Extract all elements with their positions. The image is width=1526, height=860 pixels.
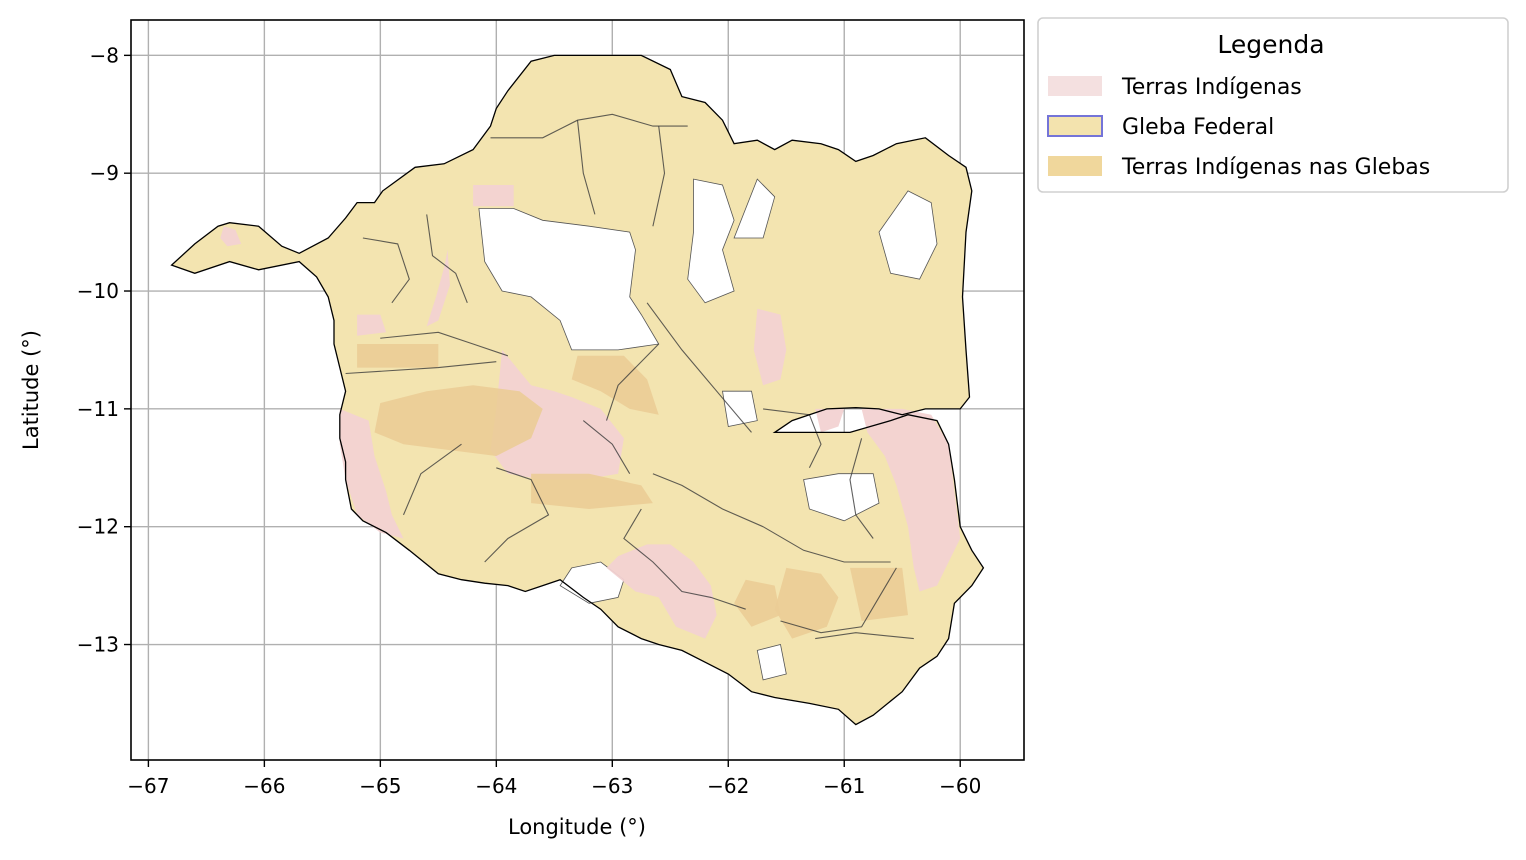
terra-indigena-9	[815, 408, 845, 433]
gleba-boundary-8	[763, 408, 822, 469]
gleba-boundaries-layer	[345, 113, 914, 640]
x-tick-label-1: −66	[243, 774, 285, 798]
terra-indigena-na-gleba-2	[571, 355, 659, 415]
gleba-boundary-11	[849, 438, 874, 539]
legend-swatch-terras-indigenas	[1048, 76, 1102, 96]
y-tick-label-1: −9	[90, 161, 119, 185]
gleba-boundary-16	[426, 214, 468, 304]
legend-swatch-gleba-federal	[1047, 115, 1103, 137]
gleba-boundary-4	[646, 302, 752, 433]
gleba-boundary-10	[815, 632, 914, 640]
terra-indigena-5	[490, 349, 624, 480]
y-axis-ticks: −8 −9 −10 −11 −12 −13	[77, 43, 131, 657]
non-gleba-area-2	[733, 178, 776, 239]
x-tick-label-2: −65	[359, 774, 401, 798]
non-gleba-area-4	[722, 390, 758, 427]
gleba-boundary-3	[402, 443, 462, 516]
gleba-boundary-2	[484, 467, 550, 563]
x-tick-label-7: −60	[939, 774, 981, 798]
non-gleba-area-5	[803, 473, 880, 522]
x-tick-label-5: −62	[707, 774, 749, 798]
legend-label-terras-indigenas: Terras Indígenas	[1121, 75, 1302, 100]
x-tick-label-6: −61	[823, 774, 865, 798]
gleba-boundary-17	[362, 237, 410, 304]
terras-indigenas-nas-glebas-layer	[357, 344, 908, 639]
non-gleba-area-0	[478, 208, 660, 351]
non-gleba-area-1	[687, 178, 735, 304]
terra-indigena-3	[357, 314, 387, 336]
x-axis-title: Longitude (°)	[508, 815, 646, 839]
legend-title: Legenda	[1217, 30, 1324, 59]
legend-swatch-terras-indigenas-nas-glebas	[1048, 156, 1102, 176]
y-tick-label-3: −11	[77, 397, 119, 421]
terra-indigena-na-gleba-6	[850, 567, 908, 621]
terra-indigena-8	[861, 408, 961, 592]
gleba-federal-layer	[171, 55, 984, 725]
legend-frame	[1037, 17, 1509, 193]
terra-indigena-7	[606, 544, 717, 639]
y-tick-label-4: −12	[77, 515, 119, 539]
terra-indigena-2	[426, 249, 450, 327]
state-outline-layer	[170, 54, 985, 726]
gleba-boundary-15	[652, 126, 666, 227]
state-outline	[170, 54, 985, 726]
terras-indigenas-layer	[220, 185, 961, 639]
terra-indigena-na-gleba-3	[531, 473, 653, 509]
terra-indigena-na-gleba-1	[374, 385, 543, 456]
legend-label-terras-indigenas-nas-glebas: Terras Indígenas nas Glebas	[1121, 155, 1430, 180]
non-gleba-area-7	[756, 644, 787, 681]
gleba-boundary-12	[582, 420, 631, 474]
legend-label-gleba-federal: Gleba Federal	[1122, 115, 1274, 140]
terra-indigena-na-gleba-5	[774, 567, 839, 639]
y-axis-title: Latitude (°)	[19, 330, 43, 450]
non-gleba-area-6	[559, 561, 625, 604]
y-tick-label-2: −10	[77, 279, 119, 303]
gleba-federal-area	[171, 55, 984, 725]
gleba-boundary-0	[380, 331, 509, 357]
terra-indigena-6	[339, 408, 404, 539]
gleba-boundary-9	[780, 567, 897, 634]
x-tick-label-3: −64	[475, 774, 517, 798]
terra-indigena-0	[220, 226, 242, 247]
x-tick-label-4: −63	[591, 774, 633, 798]
gleba-boundary-7	[623, 508, 746, 610]
y-tick-label-5: −13	[77, 633, 119, 657]
legend: Legenda Terras Indígenas Gleba Federal T…	[1037, 17, 1509, 193]
plot-frame	[130, 19, 1025, 761]
y-tick-label-0: −8	[90, 43, 119, 67]
terra-indigena-na-gleba-0	[357, 344, 439, 368]
x-axis-ticks: −67 −66 −65 −64 −63 −62 −61 −60	[127, 760, 981, 798]
gleba-boundary-14	[576, 120, 596, 215]
non-gleba-areas-layer	[478, 178, 938, 681]
gleba-boundary-6	[652, 473, 891, 563]
plot-area	[131, 20, 1024, 760]
terra-indigena-4	[753, 308, 787, 386]
x-tick-label-0: −67	[127, 774, 169, 798]
gleba-boundary-1	[345, 361, 497, 375]
non-gleba-area-3	[878, 190, 938, 280]
gleba-boundary-5	[605, 343, 660, 421]
terra-indigena-na-gleba-4	[734, 579, 781, 627]
terra-indigena-1	[473, 185, 514, 207]
